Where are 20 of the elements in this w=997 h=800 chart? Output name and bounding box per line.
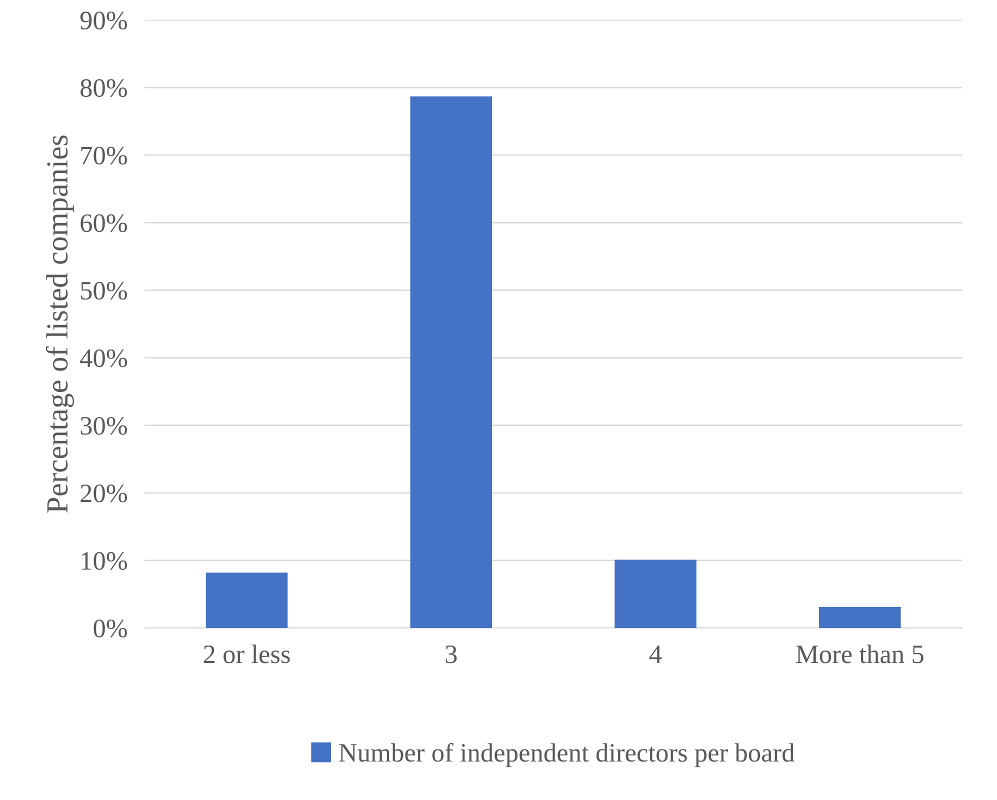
y-tick-label: 40% bbox=[80, 349, 127, 368]
y-tick-label: 30% bbox=[80, 416, 127, 435]
y-tick-label: 50% bbox=[81, 282, 127, 300]
bar bbox=[819, 607, 901, 628]
y-tick-label: 0% bbox=[94, 620, 127, 638]
bar bbox=[206, 572, 288, 628]
y-tick-label: 10% bbox=[82, 552, 127, 570]
y-tick-label: 70% bbox=[81, 146, 127, 165]
x-tick-label: 2 or less bbox=[204, 644, 290, 664]
y-tick-label: 80% bbox=[80, 79, 127, 98]
x-tick-label: More than 5 bbox=[796, 644, 924, 664]
y-tick-label: 90% bbox=[80, 12, 127, 30]
legend-label: Number of independent directors per board bbox=[339, 742, 794, 768]
bar bbox=[614, 560, 696, 628]
bar bbox=[410, 96, 492, 628]
x-tick-label: 4 bbox=[649, 646, 662, 663]
x-tick-label: 3 bbox=[446, 646, 457, 664]
y-tick-label: 20% bbox=[80, 484, 127, 502]
y-axis-title: Percentage of listed companies bbox=[46, 135, 74, 513]
y-tick-label: 60% bbox=[80, 214, 127, 232]
